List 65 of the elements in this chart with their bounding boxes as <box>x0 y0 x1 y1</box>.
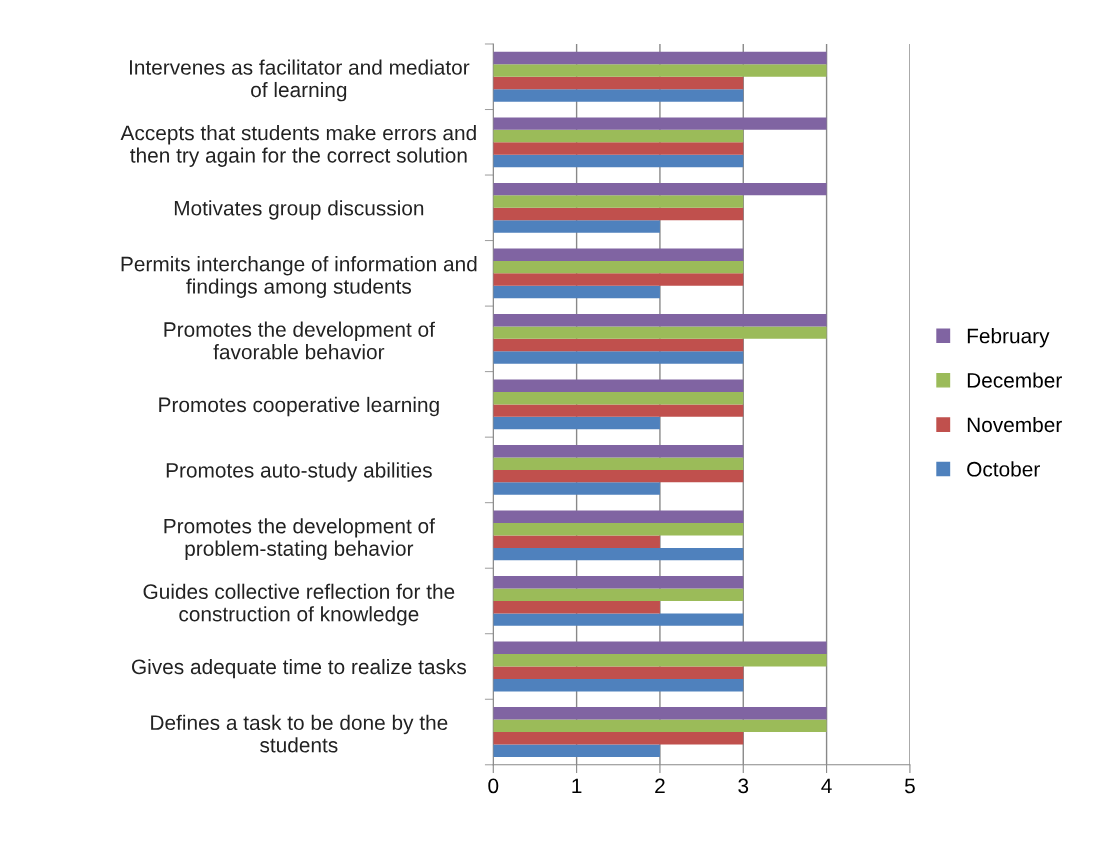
bar <box>493 457 744 470</box>
x-tick-label: 1 <box>572 778 582 794</box>
bar <box>493 64 827 77</box>
bar <box>493 404 744 417</box>
bar <box>493 51 827 65</box>
bar <box>493 391 744 405</box>
bar <box>493 220 660 233</box>
bar <box>493 678 744 692</box>
bar <box>493 182 827 196</box>
bar <box>493 351 744 364</box>
legend-label: November <box>967 416 1062 433</box>
bar <box>493 338 744 352</box>
bar <box>493 707 827 720</box>
y-tick-label: Promotes the development of problem-stating behavior <box>164 518 435 561</box>
legend-label: October <box>967 461 1040 477</box>
bar <box>493 576 744 589</box>
bar <box>493 379 744 392</box>
x-tick-label: 0 <box>488 778 499 794</box>
y-tick-label: Motivates group discussion <box>174 200 424 220</box>
x-tick-label: 5 <box>904 778 915 794</box>
bar <box>493 195 744 208</box>
bar <box>493 129 744 143</box>
bar <box>493 600 660 614</box>
legend-label: February <box>967 328 1050 348</box>
bar <box>493 666 744 679</box>
bar <box>493 313 827 327</box>
bar <box>493 142 744 155</box>
bar <box>493 207 744 221</box>
bar <box>493 613 744 626</box>
bar <box>493 248 744 261</box>
bar <box>493 260 744 274</box>
bar <box>493 89 744 102</box>
y-tick-label: Gives adequate time to realize tasks <box>131 658 467 679</box>
bar <box>493 469 744 483</box>
bar <box>493 522 744 536</box>
y-tick-label: Guides collective reflection for the construction of knowledge <box>143 583 455 626</box>
x-tick-label: 2 <box>655 778 665 794</box>
x-tick-label: 3 <box>738 778 749 794</box>
bar <box>493 482 660 495</box>
bar <box>493 285 660 299</box>
bar <box>493 117 827 130</box>
bar <box>493 326 827 339</box>
y-tick-label: Intervenes as facilitator and mediator of learning <box>129 59 470 102</box>
y-tick-label: Permits interchange of information and findings among students <box>121 256 477 298</box>
bar <box>493 654 827 667</box>
bar <box>493 588 744 601</box>
y-tick-label: Promotes the development of favorable behavior <box>164 321 435 360</box>
bar <box>493 535 660 548</box>
bar <box>493 273 744 286</box>
bar <box>493 547 744 561</box>
bar <box>493 732 744 745</box>
bar <box>493 154 744 168</box>
y-tick-label: Promotes cooperative learning <box>159 396 439 417</box>
x-tick-label: 4 <box>821 778 832 794</box>
bar <box>493 641 827 655</box>
y-tick-label: Promotes auto-study abilities <box>166 462 432 482</box>
y-tick-label: Defines a task to be done by the students <box>151 714 448 753</box>
bar <box>493 76 744 90</box>
legend-label: December <box>967 372 1062 388</box>
bar <box>493 744 660 757</box>
bar <box>493 445 744 458</box>
y-tick-label: Accepts that students make errors and then try again for the correct solution <box>120 125 476 167</box>
bar <box>493 416 660 430</box>
bar <box>493 719 827 733</box>
bar <box>493 510 744 523</box>
